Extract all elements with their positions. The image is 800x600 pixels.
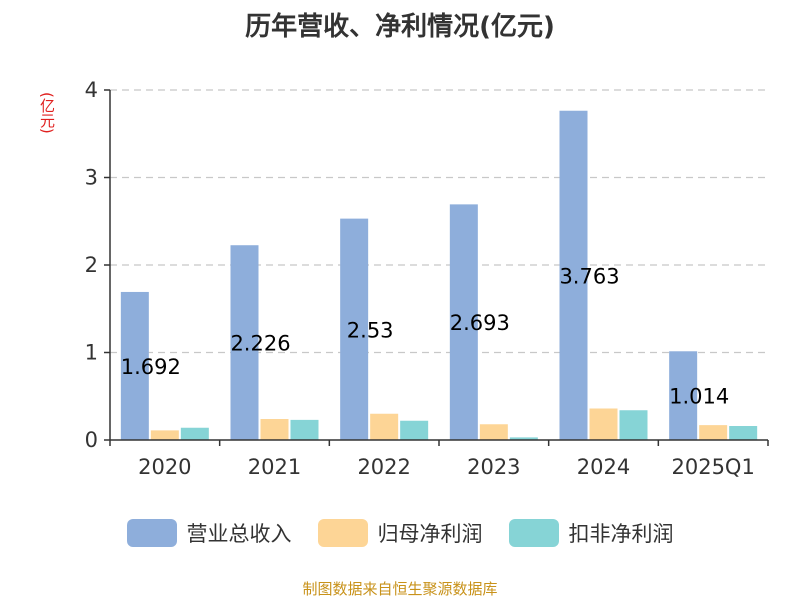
bar-net-profit	[479, 424, 508, 440]
bar-deducted-profit	[290, 419, 319, 440]
bar-deducted-profit	[180, 427, 209, 440]
x-tick-label: 2020	[138, 455, 191, 479]
bar-revenue	[230, 245, 259, 440]
legend: 营业总收入 归母净利润 扣非净利润	[0, 518, 800, 548]
bar-net-profit	[260, 419, 289, 440]
y-tick-label: 4	[85, 78, 98, 102]
bar-net-profit	[589, 408, 618, 440]
legend-item-deducted-profit[interactable]: 扣非净利润	[508, 518, 674, 548]
legend-item-revenue[interactable]: 营业总收入	[126, 518, 292, 548]
bar-deducted-profit	[619, 410, 648, 440]
legend-item-net-profit[interactable]: 归母净利润	[317, 518, 483, 548]
x-tick-label: 2023	[467, 455, 520, 479]
data-label: 3.763	[559, 264, 619, 288]
data-label: 1.692	[121, 355, 181, 379]
x-tick-label: 2025Q1	[671, 455, 754, 479]
y-tick-label: 1	[85, 341, 98, 365]
bar-revenue	[449, 204, 478, 440]
bar-deducted-profit	[400, 420, 429, 440]
bar-revenue	[120, 291, 149, 440]
data-labels: 1.692 2.226 2.53 2.693 3.763 1.014	[121, 264, 729, 408]
x-tick-label: 2021	[248, 455, 301, 479]
y-tick-label: 3	[85, 166, 98, 190]
legend-swatch-net-profit	[317, 519, 368, 547]
x-tick-label: 2024	[577, 455, 630, 479]
legend-swatch-revenue	[126, 519, 177, 547]
y-tick-label: 2	[85, 253, 98, 277]
bar-net-profit	[150, 430, 179, 440]
legend-label-deducted-profit: 扣非净利润	[568, 522, 674, 546]
gridlines	[110, 89, 768, 354]
data-label: 2.693	[450, 311, 510, 335]
bar-revenue	[669, 351, 698, 440]
legend-label-revenue: 营业总收入	[186, 522, 292, 546]
legend-swatch-deducted-profit	[508, 519, 559, 547]
bars	[120, 110, 758, 441]
bar-revenue	[559, 110, 588, 441]
bar-net-profit	[699, 425, 728, 440]
y-tick-label: 0	[85, 428, 98, 452]
axes: 0 1 2 3 4 2020 2021 2022 2023 2024 2025Q1	[85, 78, 769, 479]
source-note: 制图数据来自恒生聚源数据库	[302, 580, 498, 598]
data-label: 2.53	[347, 318, 394, 342]
bar-revenue	[340, 218, 369, 440]
bar-deducted-profit	[509, 437, 538, 440]
legend-label-net-profit: 归母净利润	[377, 522, 483, 546]
data-label: 2.226	[230, 332, 290, 356]
y-axis-unit-label: (亿元)	[38, 92, 56, 134]
data-label: 1.014	[669, 385, 729, 409]
bar-deducted-profit	[729, 426, 758, 440]
bar-net-profit	[370, 413, 399, 440]
x-tick-label: 2022	[357, 455, 410, 479]
chart-title: 历年营收、净利情况(亿元)	[245, 12, 555, 42]
